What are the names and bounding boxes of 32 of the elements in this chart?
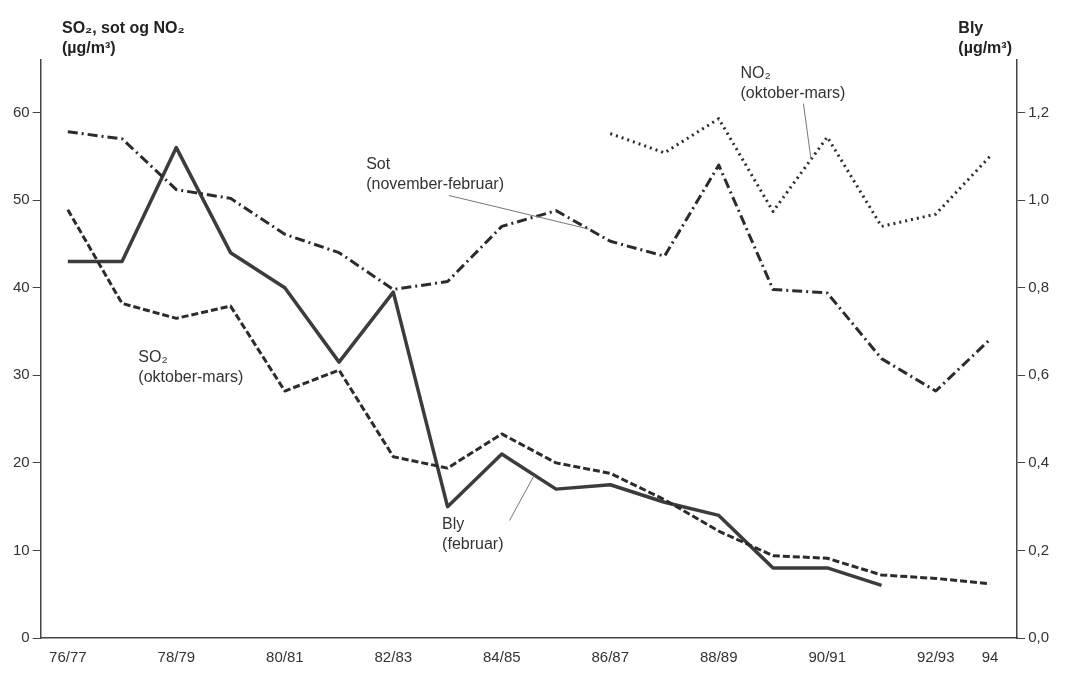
x-tick-label: 94 xyxy=(981,648,999,666)
x-tick-label: 76/77 xyxy=(49,648,87,666)
y-tick-label: 20 xyxy=(13,452,30,470)
x-tick-label: 82/83 xyxy=(374,648,413,666)
y2-tick-label: 0,2 xyxy=(1028,540,1050,558)
y-tick-label: 60 xyxy=(13,102,30,120)
series-label: Sot (november-februar) xyxy=(366,155,504,193)
y2-tick-label: 1,2 xyxy=(1028,102,1050,120)
x-tick-label: 80/81 xyxy=(266,648,304,666)
line-series xyxy=(66,130,992,393)
x-tick-label: 86/87 xyxy=(591,648,630,666)
series-label: Bly (februar) xyxy=(442,514,504,552)
y2-tick-label: 0,6 xyxy=(1028,365,1050,383)
y2-tick-label: 1,0 xyxy=(1028,190,1050,208)
y-tick-label: 10 xyxy=(13,540,30,558)
y-axis-title: SO₂, sot og NO₂ (µg/m³) xyxy=(62,18,185,58)
x-tick-label: 88/89 xyxy=(700,648,738,666)
y2-tick-label: 0,4 xyxy=(1028,452,1050,470)
y-tick-label: 50 xyxy=(13,190,30,208)
x-tick-label: 78/79 xyxy=(157,648,196,666)
line-series xyxy=(608,117,992,228)
y2-tick-label: 0,0 xyxy=(1028,628,1050,646)
x-tick-label: 92/93 xyxy=(917,648,955,666)
series-label: SO₂ (oktober-mars) xyxy=(138,348,244,386)
y-tick-label: 30 xyxy=(13,365,30,383)
x-tick-label: 90/91 xyxy=(808,648,847,666)
x-tick-label: 84/85 xyxy=(483,648,521,666)
y2-tick-label: 0,8 xyxy=(1028,277,1050,295)
y-tick-label: 40 xyxy=(13,277,30,295)
y2-axis-title: Bly (µg/m³) xyxy=(958,18,1012,58)
y-tick-label: 0 xyxy=(21,628,30,646)
series-label: NO₂ (oktober-mars) xyxy=(740,63,846,101)
